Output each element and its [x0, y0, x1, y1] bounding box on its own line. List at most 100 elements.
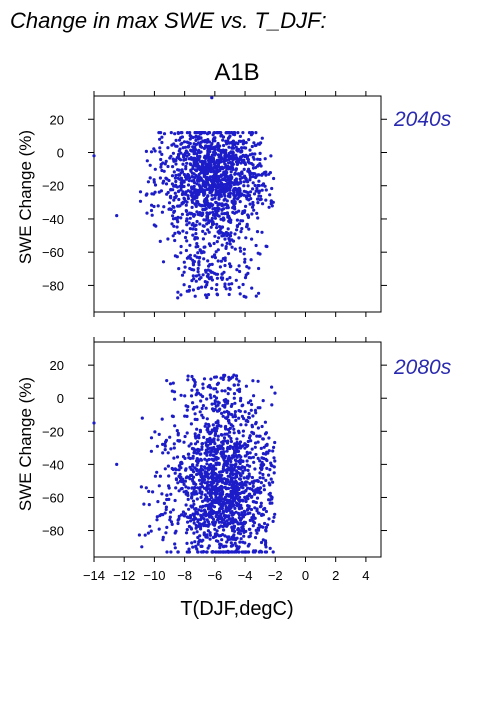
scatter-point: [244, 177, 248, 181]
scatter-point: [254, 479, 258, 483]
scatter-point: [264, 443, 268, 448]
scatter-point: [193, 540, 197, 544]
scatter-point: [193, 194, 197, 198]
scatter-point: [250, 402, 254, 407]
scatter-point: [205, 481, 209, 485]
scatter-point: [190, 492, 194, 496]
scatter-point: [249, 507, 254, 512]
scatter-point: [179, 393, 183, 397]
scatter-point: [190, 175, 194, 179]
scatter-point: [263, 521, 267, 526]
scatter-point: [205, 417, 209, 421]
scatter-point: [201, 404, 205, 408]
scatter-point: [233, 157, 237, 161]
scatter-point: [211, 223, 215, 227]
scatter-point: [262, 488, 266, 492]
scatter-point: [210, 187, 214, 191]
scatter-point: [257, 266, 261, 271]
scatter-point: [169, 188, 173, 192]
scatter-point: [195, 199, 199, 203]
scatter-point: [194, 274, 198, 278]
scatter-point: [148, 163, 152, 167]
scatter-point: [171, 165, 175, 169]
scatter-point: [193, 507, 197, 511]
scatter-point: [225, 449, 229, 453]
scatter-point: [179, 216, 183, 220]
scatter-point: [151, 490, 155, 494]
scatter-point: [152, 180, 156, 184]
scatter-point: [188, 131, 192, 135]
scatter-point: [171, 214, 175, 218]
scatter-point: [202, 531, 206, 535]
scatter-point: [170, 466, 174, 471]
scatter-point: [195, 427, 199, 431]
scatter-point: [208, 515, 212, 519]
scatter-point: [243, 465, 247, 470]
scatter-point: [228, 493, 233, 497]
scatter-point: [170, 222, 174, 226]
scatter-point: [228, 276, 232, 280]
scatter-point: [158, 176, 162, 180]
scatter-point: [229, 439, 233, 444]
scatter-point: [222, 439, 226, 443]
scatter-point: [195, 547, 199, 551]
scatter-point: [201, 538, 205, 542]
scatter-point: [162, 169, 166, 173]
scatter-point: [268, 193, 272, 197]
scatter-point: [267, 449, 271, 453]
scatter-point: [172, 198, 176, 202]
scatter-point: [234, 168, 238, 172]
scatter-point: [221, 189, 225, 193]
scatter-point: [199, 393, 203, 397]
scatter-point: [250, 286, 254, 290]
scatter-point: [233, 201, 237, 205]
scatter-point: [191, 274, 195, 278]
scatter-point: [264, 525, 268, 530]
scatter-point: [232, 392, 237, 396]
scatter-point: [206, 214, 210, 218]
scatter-point: [171, 151, 175, 155]
scatter-point: [235, 437, 239, 441]
scatter-point: [242, 509, 246, 513]
scatter-point: [219, 217, 223, 221]
scatter-point: [221, 216, 225, 220]
scatter-point: [241, 139, 246, 143]
scatter-point: [242, 247, 246, 251]
scatter-point: [219, 259, 223, 263]
scatter-point: [153, 183, 158, 187]
scatter-point: [185, 431, 189, 435]
scatter-point: [176, 131, 180, 135]
scatter-point: [204, 406, 208, 410]
scatter-point: [253, 152, 257, 156]
scatter-point: [231, 415, 235, 419]
scatter-point: [209, 489, 213, 494]
scatter-point: [210, 550, 214, 554]
scatter-point: [190, 192, 195, 196]
scatter-point: [223, 462, 227, 466]
scatter-point: [171, 414, 175, 419]
scatter-point: [177, 197, 181, 202]
scatter-point: [230, 282, 234, 286]
scatter-point: [206, 293, 211, 297]
scatter-point: [199, 473, 203, 477]
y-tick-label: −60: [42, 245, 64, 260]
scatter-point: [251, 481, 255, 485]
scatter-point: [187, 444, 191, 448]
scatter-point: [213, 216, 217, 220]
scatter-point: [203, 191, 207, 195]
scatter-point: [202, 435, 206, 439]
scatter-point: [251, 200, 255, 205]
scatter-point: [198, 248, 202, 252]
plot-frame: [93, 95, 382, 313]
scatter-point: [191, 545, 195, 549]
scatter-point: [246, 271, 250, 275]
scatter-point: [233, 476, 237, 480]
scatter-point: [242, 184, 246, 188]
scatter-point: [256, 406, 260, 410]
scatter-point: [235, 447, 239, 451]
scatter-point: [199, 136, 203, 140]
scatter-point: [186, 520, 190, 524]
x-tick-label: 0: [302, 568, 309, 583]
scatter-point: [163, 162, 167, 166]
scatter-point: [193, 448, 197, 452]
